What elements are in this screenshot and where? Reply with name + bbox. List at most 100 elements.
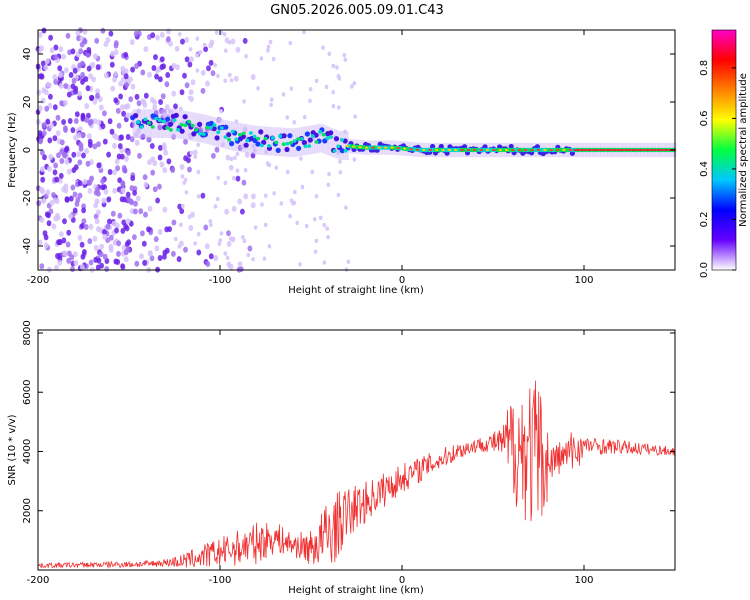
heatmap-cell bbox=[189, 56, 194, 63]
heatmap-cell bbox=[159, 31, 165, 38]
heatmap-cell bbox=[203, 46, 209, 53]
heatmap-cell bbox=[220, 118, 222, 148]
heatmap-cell bbox=[314, 140, 319, 144]
heatmap-cell bbox=[549, 149, 553, 151]
snr-y-label: SNR (10 * v/v) bbox=[7, 414, 18, 485]
heatmap-cell bbox=[313, 132, 319, 138]
heatmap-cell bbox=[86, 65, 92, 72]
heatmap-cell bbox=[208, 42, 214, 49]
heatmap-cell bbox=[339, 138, 344, 142]
heatmap-cell bbox=[313, 249, 318, 254]
heatmap-cell bbox=[70, 266, 75, 273]
heatmap-cell bbox=[278, 134, 283, 138]
heatmap-cell bbox=[434, 149, 439, 151]
heatmap-cell bbox=[270, 126, 273, 156]
heatmap-cell bbox=[337, 76, 342, 81]
heatmap-cell bbox=[52, 135, 58, 142]
heatmap-cell bbox=[115, 107, 121, 114]
heatmap-cell bbox=[87, 187, 93, 194]
heatmap-cell bbox=[132, 109, 135, 138]
heatmap-cell bbox=[152, 186, 158, 193]
heatmap-cell bbox=[154, 116, 159, 121]
heatmap-cell bbox=[72, 191, 78, 198]
heatmap-cell bbox=[63, 125, 68, 132]
heatmap-cell bbox=[308, 98, 312, 104]
heatmap-cell bbox=[116, 122, 122, 129]
heatmap-cell bbox=[72, 207, 78, 214]
heatmap-cell bbox=[66, 168, 72, 175]
heatmap-cell bbox=[233, 121, 236, 151]
heatmap-cell bbox=[143, 181, 149, 188]
heatmap-cell bbox=[165, 126, 170, 130]
heatmap-cell bbox=[98, 251, 104, 258]
heatmap-cell bbox=[281, 142, 286, 146]
heatmap-cell bbox=[200, 69, 206, 76]
heatmap-cell bbox=[283, 127, 286, 157]
heatmap-cell bbox=[243, 168, 248, 173]
heatmap-cell bbox=[536, 149, 541, 151]
heatmap-cell bbox=[136, 100, 142, 107]
heatmap-cell bbox=[422, 149, 426, 151]
heatmap-cell bbox=[248, 131, 253, 135]
heatmap-cell bbox=[259, 143, 264, 148]
heatmap-cell bbox=[152, 160, 158, 167]
heatmap-cell bbox=[52, 74, 58, 81]
heatmap-cell bbox=[114, 227, 119, 234]
heatmap-cell bbox=[62, 218, 67, 225]
heatmap-cell bbox=[524, 149, 528, 151]
heatmap-cell bbox=[106, 151, 111, 158]
x-tick-label: 0 bbox=[399, 275, 405, 286]
heatmap-cell bbox=[104, 266, 110, 272]
heatmap-cell bbox=[102, 110, 107, 117]
heatmap-cell bbox=[288, 214, 292, 219]
heatmap-cell bbox=[331, 128, 334, 157]
heatmap-cell bbox=[176, 256, 182, 263]
heatmap-cell bbox=[314, 194, 319, 199]
heatmap-cell bbox=[281, 133, 287, 139]
heatmap-cell bbox=[241, 131, 246, 136]
heatmap-cell bbox=[181, 203, 185, 209]
snr-frame bbox=[37, 329, 676, 571]
heatmap-cell bbox=[134, 109, 137, 138]
heatmap-cell bbox=[67, 250, 72, 257]
heatmap-cell bbox=[130, 66, 136, 73]
heatmap-cell bbox=[110, 210, 116, 217]
heatmap-cell bbox=[272, 127, 275, 156]
heatmap-cell bbox=[157, 118, 162, 123]
heatmap-cell bbox=[150, 169, 156, 176]
heatmap-cell bbox=[162, 167, 168, 174]
heatmap-cell bbox=[164, 247, 170, 254]
y-tick-label: 8000 bbox=[22, 320, 33, 345]
colorbar-tick-label: 0.4 bbox=[699, 161, 710, 177]
heatmap-cell bbox=[119, 134, 124, 141]
heatmap-cell bbox=[160, 93, 166, 100]
heatmap-cell bbox=[141, 99, 147, 106]
heatmap-cell bbox=[352, 157, 357, 162]
heatmap-cell bbox=[241, 235, 245, 240]
heatmap-cell bbox=[64, 196, 70, 203]
heatmap-cell bbox=[59, 231, 64, 238]
heatmap-cell bbox=[430, 143, 436, 150]
heatmap-cell bbox=[485, 149, 490, 151]
heatmap-cell bbox=[70, 83, 76, 90]
heatmap-cell bbox=[216, 130, 221, 135]
heatmap-cell bbox=[293, 189, 297, 195]
heatmap-cell bbox=[88, 118, 94, 125]
heatmap-cell bbox=[93, 256, 99, 263]
heatmap-cell bbox=[229, 141, 235, 147]
heatmap-cell bbox=[390, 146, 394, 149]
heatmap-cell bbox=[89, 95, 94, 101]
heatmap-cell bbox=[289, 86, 294, 91]
heatmap-cell bbox=[184, 56, 190, 63]
heatmap-cell bbox=[250, 202, 256, 209]
heatmap-cell bbox=[228, 236, 233, 241]
heatmap-cell bbox=[344, 205, 348, 210]
heatmap-cell bbox=[190, 79, 196, 86]
heatmap-cell bbox=[161, 119, 166, 124]
heatmap-cell bbox=[409, 148, 413, 151]
heatmap-cell bbox=[151, 65, 157, 71]
heatmap-cell bbox=[235, 175, 241, 182]
heatmap-cell bbox=[171, 62, 177, 69]
heatmap-cell bbox=[298, 127, 301, 157]
heatmap-cell bbox=[149, 255, 155, 262]
